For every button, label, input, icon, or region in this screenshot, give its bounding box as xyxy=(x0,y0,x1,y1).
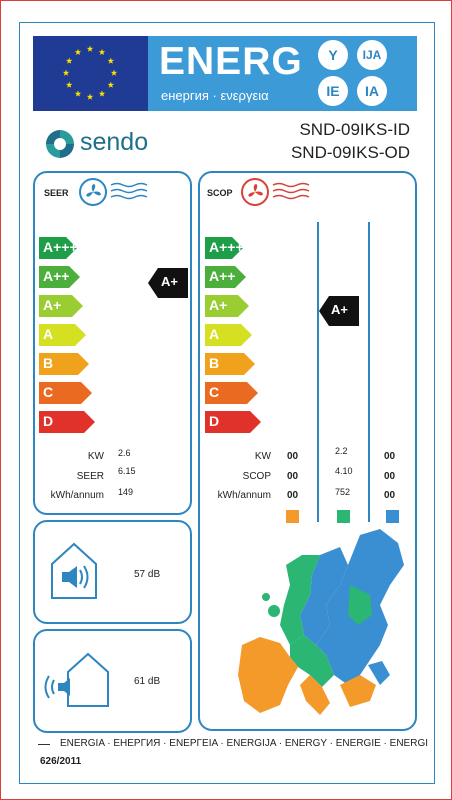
colder-zone-swatch xyxy=(386,510,399,523)
heating-class-label: C xyxy=(209,384,220,400)
warmer-kw: 00 xyxy=(287,451,299,462)
model-outdoor: SND-09IKS-OD xyxy=(290,143,410,162)
eu-star xyxy=(110,69,118,76)
heating-class-label: D xyxy=(209,413,220,429)
europe-climate-zone-map xyxy=(238,529,404,715)
heating-row-label-kwh: kWh/annum xyxy=(217,490,271,501)
eu-star xyxy=(107,57,114,64)
cooling-class-label: B xyxy=(43,355,54,371)
seer-title: SEER xyxy=(44,188,69,198)
heating-class-label: A++ xyxy=(209,268,236,284)
cooling-row-label-kwh: kWh/annum xyxy=(50,490,104,501)
model-indoor: SND-09IKS-ID xyxy=(299,120,410,139)
cooling-class-label: A xyxy=(43,326,54,342)
average-kw: 2.2 xyxy=(335,446,348,456)
cooling-class-bar: B xyxy=(39,353,89,375)
sendo-logo-icon xyxy=(46,130,74,158)
language-circle-ija: IJA xyxy=(357,40,387,70)
eu-star xyxy=(98,90,106,97)
heating-class-label: A+++ xyxy=(209,239,244,255)
cooling-class-label: D xyxy=(43,413,54,429)
warmer-scop: 00 xyxy=(287,471,299,482)
average-scop: 4.10 xyxy=(335,466,353,476)
cooling-class-bar: A xyxy=(39,324,86,346)
indoor-noise-panel xyxy=(33,520,192,624)
colder-kw: 00 xyxy=(384,451,396,462)
cooling-panel xyxy=(33,171,192,515)
heating-class-label: A xyxy=(209,326,220,342)
eu-star xyxy=(98,48,106,55)
heating-class-bar: A+ xyxy=(205,295,249,317)
outdoor-noise-house-icon xyxy=(44,652,109,707)
eu-star xyxy=(74,90,82,97)
cooling-class-bar: A+++ xyxy=(39,237,77,259)
brand-name: sendo xyxy=(80,128,149,156)
language-circle-ia: IA xyxy=(357,76,387,106)
heating-row-label-scop: SCOP xyxy=(242,471,271,482)
indoor-noise-house-icon xyxy=(51,542,97,599)
label-inner-border xyxy=(19,22,435,784)
eu-star xyxy=(86,93,94,100)
heating-rating-label: A+ xyxy=(331,302,348,317)
heating-class-label: A+ xyxy=(209,297,228,313)
eu-star xyxy=(74,48,82,55)
regulation-number: 626/2011 xyxy=(40,756,82,767)
heating-row-label-kw: KW xyxy=(254,451,271,462)
cooling-row-value-seer: 6.15 xyxy=(118,466,136,476)
heating-class-bar: D xyxy=(205,411,261,433)
cooling-rating-label: A+ xyxy=(161,274,178,289)
cooling-rating-indicator: A+ xyxy=(148,268,188,298)
cooling-class-label: A++ xyxy=(43,268,70,284)
eu-star xyxy=(62,69,70,76)
cooling-class-bar: A++ xyxy=(39,266,80,288)
average-kwh: 752 xyxy=(335,487,351,497)
heating-class-bar: A+++ xyxy=(205,237,243,259)
cooling-class-bar: C xyxy=(39,382,92,404)
energy-title: ENERG xyxy=(159,40,303,83)
language-circle-ie: IE xyxy=(318,76,348,106)
footer-dash xyxy=(38,744,50,745)
eu-star xyxy=(66,81,73,88)
footer-languages: ENERGIA · ЕНЕРГИЯ · ΕΝΕΡΓΕΙΑ · ENERGIJA … xyxy=(60,738,428,749)
cooling-row-label-kw: KW xyxy=(87,451,104,462)
language-circle-y: Y xyxy=(318,40,348,70)
cooling-fan-icon xyxy=(79,178,148,206)
cooling-class-label: A+++ xyxy=(43,239,78,255)
heating-column-divider-2 xyxy=(368,222,370,522)
average-zone-swatch xyxy=(337,510,350,523)
cooling-row-value-kwh: 149 xyxy=(118,487,134,497)
warmer-zone-swatch xyxy=(286,510,299,523)
cooling-row-label-seer: SEER xyxy=(76,471,104,482)
cooling-class-label: A+ xyxy=(43,297,62,313)
indoor-noise-value: 57 dB xyxy=(134,569,161,580)
heating-panel xyxy=(198,171,417,731)
colder-scop: 00 xyxy=(384,471,396,482)
cooling-class-label: C xyxy=(43,384,54,400)
eu-star xyxy=(86,45,94,52)
eu-star xyxy=(66,57,73,64)
eu-flag-icon xyxy=(33,36,148,111)
heating-class-label: B xyxy=(209,355,220,371)
heating-class-bar: A xyxy=(205,324,252,346)
outdoor-noise-value: 61 dB xyxy=(134,676,161,687)
heating-class-bar: A++ xyxy=(205,266,246,288)
eu-star xyxy=(107,81,114,88)
cooling-row-value-kw: 2.6 xyxy=(118,448,131,458)
warmer-kwh: 00 xyxy=(287,490,299,501)
cooling-class-bar: A+ xyxy=(39,295,83,317)
scop-title: SCOP xyxy=(207,188,233,198)
brand-logo: sendo xyxy=(40,124,180,164)
heating-class-bar: B xyxy=(205,353,255,375)
outdoor-noise-panel xyxy=(33,629,192,733)
colder-kwh: 00 xyxy=(384,490,396,501)
cooling-class-bar: D xyxy=(39,411,95,433)
heating-column-divider-1 xyxy=(317,222,319,522)
heating-class-bar: C xyxy=(205,382,258,404)
energy-label-header: ENERG енергия · ενεργεια Y IJA IE IA xyxy=(33,36,417,111)
energy-subtitle: енергия · ενεργεια xyxy=(161,88,269,103)
heating-fan-icon xyxy=(241,178,310,206)
